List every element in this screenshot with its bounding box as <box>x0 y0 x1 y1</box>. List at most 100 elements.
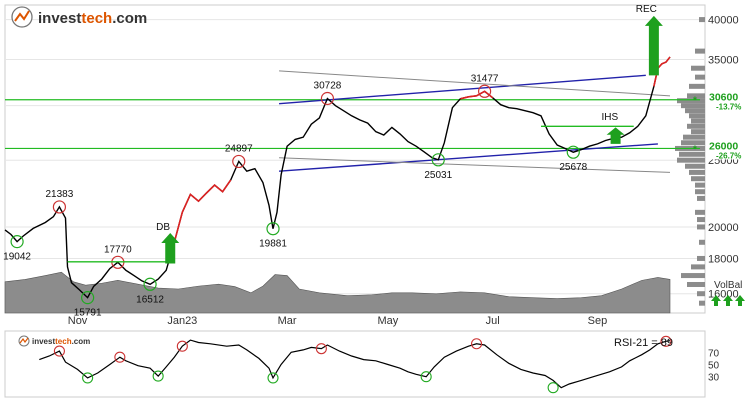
trend-channel <box>279 74 658 172</box>
histogram-bar <box>681 140 705 146</box>
rsi-value-label: RSI-21 = 89 <box>614 337 673 349</box>
volbal-arrows <box>711 295 745 306</box>
volbal-label: VolBal <box>714 280 742 291</box>
rsi-top-marker <box>114 351 126 363</box>
x-tick-label: May <box>377 315 398 327</box>
bottom-marker <box>266 222 280 236</box>
brand-part-invest: invest <box>38 10 81 27</box>
rsi-tick-label: 70 <box>708 348 720 359</box>
histogram-bar <box>697 217 705 223</box>
rsi-series-line <box>39 339 671 389</box>
histogram-bar <box>683 134 705 140</box>
level-badge-bg <box>706 141 746 160</box>
pattern-label: DB <box>156 222 170 233</box>
logo[interactable]: investtech.com <box>11 6 147 28</box>
rsi-line <box>39 339 671 389</box>
histogram-bar <box>685 108 705 114</box>
volbal-arrow <box>711 295 721 306</box>
rsi-brand: investtech.com <box>32 337 90 346</box>
rsi-bottom-marker <box>82 372 94 384</box>
top-label: 24897 <box>225 143 253 154</box>
histogram-bar <box>695 189 705 195</box>
y-tick-label: 35000 <box>708 55 739 67</box>
histogram-bar <box>697 195 705 201</box>
histogram-bar <box>691 65 705 71</box>
bottom-label: 16512 <box>136 294 164 305</box>
price-histogram <box>675 17 705 306</box>
histogram-bar <box>689 113 705 119</box>
rsi-bottom-marker <box>152 370 164 382</box>
bottom-marker <box>431 153 445 167</box>
histogram-bar <box>691 264 705 270</box>
volbal-legend: VolBal <box>711 280 745 306</box>
bottom-marker <box>10 235 24 249</box>
level-badges: * 30600-13.7% * 26000-26.7% <box>693 92 746 160</box>
volbal-arrow <box>723 295 733 306</box>
grey-trend-lines <box>279 70 671 173</box>
histogram-bar <box>687 281 705 287</box>
level-asterisk: * <box>693 96 697 107</box>
x-tick-label: Sep <box>588 315 608 327</box>
histogram-bar <box>695 209 705 215</box>
histogram-bar <box>687 123 705 129</box>
histogram-bar <box>699 300 705 306</box>
histogram-bar <box>677 98 705 104</box>
brand-name: investtech.com <box>38 10 147 27</box>
rsi-top-marker <box>176 340 188 352</box>
rsi-top-marker <box>470 338 483 350</box>
rsi-bottom-marker <box>267 372 279 384</box>
histogram-bar <box>681 273 705 279</box>
pattern-label: REC <box>636 4 657 15</box>
level-badge-bg <box>706 92 746 111</box>
rsi-brand-part-com: .com <box>72 337 91 346</box>
histogram-bar <box>689 83 705 89</box>
x-tick-label: Jan23 <box>167 315 197 327</box>
histogram-bar <box>695 48 705 54</box>
rsi-top-marker <box>315 343 327 355</box>
rsi-markers <box>53 335 672 394</box>
bottom-marker <box>143 277 157 291</box>
level-value: 26000 <box>709 140 738 152</box>
channel-lower-line <box>279 143 658 172</box>
histogram-bar <box>695 182 705 188</box>
bottom-label: 25031 <box>424 170 452 181</box>
x-tick-label: Nov <box>68 315 88 327</box>
histogram-bar <box>681 103 705 109</box>
bottom-label: 19042 <box>3 252 31 263</box>
top-label: 17770 <box>104 244 132 255</box>
top-marker <box>232 154 246 169</box>
grey-trend-line <box>279 70 671 97</box>
top-marker <box>478 84 492 98</box>
histogram-bar <box>699 239 705 245</box>
rsi-brand-part-invest: invest <box>32 337 55 346</box>
bottom-marker <box>81 291 95 305</box>
bottom-label: 15791 <box>74 308 102 319</box>
rsi-top-marker <box>660 335 672 347</box>
x-tick-label: Jul <box>486 315 500 327</box>
rsi-logo: investtech.com <box>18 335 90 347</box>
pattern-marks: DB IHS REC <box>67 4 657 263</box>
rsi-bottom-marker <box>420 371 432 383</box>
bottom-marker <box>566 145 580 159</box>
histogram-bar <box>697 291 705 297</box>
volbal-arrow <box>735 295 745 306</box>
y-tick-label: 20000 <box>708 222 739 234</box>
buy-signal-arrows <box>161 15 663 264</box>
buy-arrow <box>644 15 663 76</box>
time-axis: Nov Jan23 Mar May Jul Sep <box>68 315 607 327</box>
volume-balance-fill <box>4 271 671 314</box>
price-panel-frame <box>4 4 706 314</box>
x-tick-label: Mar <box>278 315 297 327</box>
histogram-bar <box>697 255 705 261</box>
top-label: 30728 <box>314 80 342 91</box>
histogram-bar <box>687 93 705 99</box>
histogram-bar <box>695 74 705 80</box>
logo-trend-mark <box>14 10 30 22</box>
top-label: 31477 <box>471 73 499 84</box>
histogram-bar <box>697 224 705 230</box>
level-pct: -13.7% <box>716 103 741 112</box>
rsi-brand-part-tech: tech <box>55 337 72 346</box>
